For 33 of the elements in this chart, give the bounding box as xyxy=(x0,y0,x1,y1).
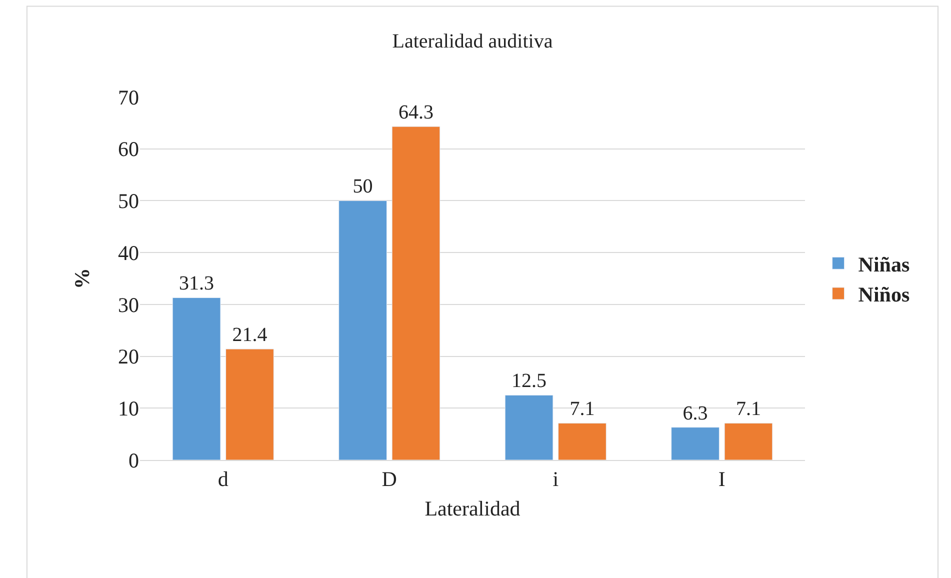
y-tick-label: 30 xyxy=(118,292,139,317)
x-tick-label: D xyxy=(382,467,397,492)
legend-label: Niñas xyxy=(858,252,910,276)
bar xyxy=(504,394,554,460)
data-label: 31.3 xyxy=(179,272,214,295)
x-tick-label: i xyxy=(552,467,559,492)
y-tick-label: 10 xyxy=(118,396,139,420)
data-label: 6.3 xyxy=(682,402,708,424)
data-label: 64.3 xyxy=(398,102,434,124)
bar xyxy=(338,200,387,460)
bar xyxy=(172,297,221,460)
data-label: 7.1 xyxy=(570,398,595,420)
y-axis-title: % xyxy=(70,268,94,289)
legend-label: Niños xyxy=(858,282,910,307)
bar xyxy=(558,422,606,460)
data-label: 12.5 xyxy=(512,370,547,392)
y-tick-label: 40 xyxy=(118,240,139,265)
bar xyxy=(392,126,440,460)
data-label: 21.4 xyxy=(232,324,268,346)
x-axis-title: Lateralidad xyxy=(424,496,521,520)
bar xyxy=(671,427,720,460)
y-tick-label: 0 xyxy=(128,448,139,472)
data-label: 50 xyxy=(352,176,373,198)
x-tick-label: I xyxy=(718,467,726,492)
bar xyxy=(226,348,274,460)
chart-title: Lateralidad auditiva xyxy=(392,30,553,52)
y-tick-label: 70 xyxy=(118,85,139,110)
y-tick-label: 50 xyxy=(118,189,139,214)
bar xyxy=(724,422,773,460)
x-tick-label: d xyxy=(218,467,229,492)
y-tick-label: 60 xyxy=(118,137,139,162)
y-tick-label: 20 xyxy=(118,344,139,369)
data-label: 7.1 xyxy=(736,398,761,420)
